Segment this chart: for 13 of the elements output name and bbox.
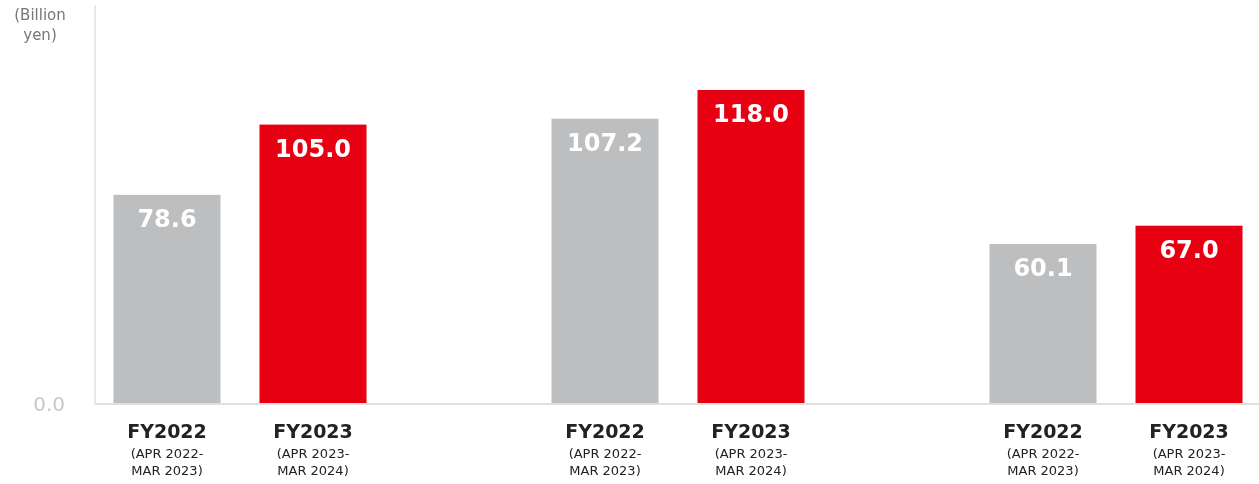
x-tick-label: FY2023 (APR 2023- MAR 2024) <box>711 420 791 478</box>
data-label: 78.6 <box>137 204 197 233</box>
data-label: 107.2 <box>567 128 643 157</box>
x-tick-label: FY2022 (APR 2022- MAR 2023) <box>565 420 645 478</box>
x-tick-label: FY2023 (APR 2023- MAR 2024) <box>1149 420 1229 478</box>
data-label: 67.0 <box>1159 235 1219 264</box>
x-tick-label: FY2023 (APR 2023- MAR 2024) <box>273 420 353 478</box>
y-axis-title: (Billion yen) <box>14 6 66 44</box>
data-label: 60.1 <box>1013 254 1073 283</box>
x-tick-label: FY2022 (APR 2022- MAR 2023) <box>1003 420 1083 478</box>
x-tick-label: FY2022 (APR 2022- MAR 2023) <box>127 420 207 478</box>
data-label: 118.0 <box>713 100 789 128</box>
data-label: 105.0 <box>275 134 351 163</box>
